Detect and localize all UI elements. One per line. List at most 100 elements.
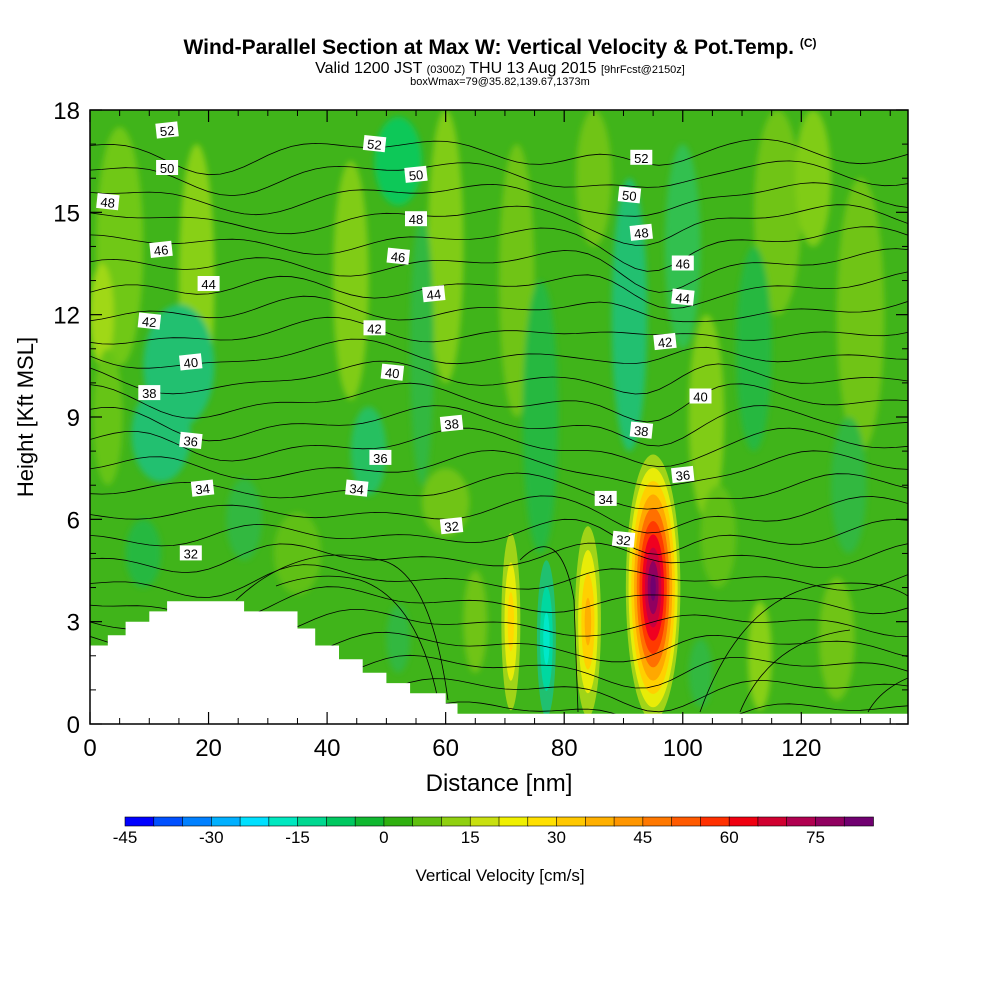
contour-label-text: 48 xyxy=(100,194,116,210)
updraft-cell xyxy=(625,454,681,721)
contour-label-text: 42 xyxy=(657,334,673,350)
contour-label-box xyxy=(190,479,215,497)
contour-label: 36 xyxy=(369,449,392,466)
contour-label-text: 34 xyxy=(598,492,612,507)
subtitle-date: THU 13 Aug 2015 xyxy=(469,60,597,77)
colorbar-swatch xyxy=(211,816,241,827)
colorbar-swatch xyxy=(527,816,558,827)
contour-label-text: 46 xyxy=(676,257,690,272)
x-tick-label: 60 xyxy=(432,735,459,762)
theta-contour-line xyxy=(235,554,449,701)
theta-contour-line xyxy=(90,472,908,510)
colorbar-tick-label: 0 xyxy=(379,828,388,847)
y-tick-label: 12 xyxy=(53,303,80,330)
contour-label: 52 xyxy=(155,121,179,139)
contour-label-text: 44 xyxy=(426,286,442,302)
contour-label-box xyxy=(689,388,712,404)
contour-label: 44 xyxy=(422,285,446,303)
colorbar-swatch xyxy=(297,816,328,827)
contour-label-text: 46 xyxy=(153,242,169,258)
contour-label-text: 46 xyxy=(390,249,406,265)
contour-label-text: 36 xyxy=(675,467,691,483)
colorbar-tick-label: 75 xyxy=(806,828,825,847)
contour-label-text: 36 xyxy=(183,433,199,449)
contour-label-text: 32 xyxy=(184,546,198,561)
contour-label: 50 xyxy=(156,160,179,176)
colorbar-swatch xyxy=(441,816,472,827)
colorbar-swatch xyxy=(585,816,615,827)
contour-label: 52 xyxy=(630,149,653,166)
colorbar: -45 -30 -15 0 15 30 45 60 75 xyxy=(113,816,874,847)
contour-label: 40 xyxy=(179,353,203,371)
contour-label-box xyxy=(155,121,179,139)
colorbar-swatch xyxy=(354,816,385,827)
contour-label: 32 xyxy=(179,545,202,561)
theta-contour-line xyxy=(90,360,908,395)
colorbar-swatch xyxy=(124,816,155,827)
contour-label-text: 44 xyxy=(675,290,691,306)
contour-label-box xyxy=(369,449,392,465)
field-patches xyxy=(90,110,885,711)
x-tick-label: 80 xyxy=(551,735,578,762)
theta-contour-line xyxy=(90,271,908,310)
contour-label-box xyxy=(197,276,220,291)
contour-label-box xyxy=(629,421,654,439)
contour-label: 42 xyxy=(137,312,162,330)
updraft-cell xyxy=(574,526,601,718)
contour-label: 36 xyxy=(671,465,695,484)
colorbar-label: Vertical Velocity [cm/s] xyxy=(415,866,584,885)
contour-label-box xyxy=(404,165,428,183)
theta-contour-line xyxy=(90,405,908,447)
contour-label-text: 44 xyxy=(201,277,215,292)
colorbar-swatch xyxy=(268,816,299,827)
chart-subtitle: Valid 1200 JST (0300Z) THU 13 Aug 2015 [… xyxy=(0,60,1000,78)
terrain-mask xyxy=(90,601,908,724)
theta-contour-line xyxy=(699,582,908,713)
contour-label-text: 32 xyxy=(444,518,460,534)
y-tick-label: 0 xyxy=(67,712,80,739)
theta-contour-line xyxy=(867,677,908,713)
plot-area xyxy=(90,110,908,724)
contour-label-text: 50 xyxy=(408,167,424,183)
contour-label-box xyxy=(629,223,653,241)
theta-contour-line xyxy=(90,450,908,487)
contour-label: 46 xyxy=(149,240,173,259)
contour-label: 34 xyxy=(190,479,215,497)
colorbar-swatch xyxy=(326,816,356,827)
contour-label-box xyxy=(671,255,694,271)
contour-label-box xyxy=(179,431,203,450)
contour-label: 44 xyxy=(197,276,220,292)
contour-label: 48 xyxy=(629,223,653,242)
updraft-cell xyxy=(501,532,521,711)
colorbar-swatch xyxy=(182,816,213,827)
contour-label-text: 34 xyxy=(195,481,211,497)
theta-contour-line xyxy=(90,316,908,345)
contour-label-text: 38 xyxy=(633,423,649,439)
contour-label-box xyxy=(422,285,446,303)
terrain xyxy=(90,601,908,724)
theta-contour-line xyxy=(739,629,851,713)
contour-label-text: 48 xyxy=(633,225,649,241)
colorbar-swatch xyxy=(815,816,846,827)
theta-contour-line xyxy=(90,564,908,598)
contour-label-box xyxy=(653,332,677,351)
theta-contour-line xyxy=(90,248,908,293)
theta-contour-line xyxy=(90,182,908,217)
contour-label-box xyxy=(617,186,642,204)
contour-label: 38 xyxy=(629,421,654,439)
contour-label: 48 xyxy=(405,211,427,227)
chart-title-text: Wind-Parallel Section at Max W: Vertical… xyxy=(183,36,794,59)
contour-label-text: 32 xyxy=(615,532,631,548)
theta-contour-line xyxy=(90,495,908,534)
colorbar-tick-label: 15 xyxy=(461,828,480,847)
theta-contour-line xyxy=(519,546,579,713)
colorbar-swatch xyxy=(383,816,414,827)
y-tick-label: 18 xyxy=(53,98,80,125)
contour-label-text: 52 xyxy=(159,123,175,139)
colorbar-swatch xyxy=(412,816,443,827)
colorbar-swatch xyxy=(786,816,817,827)
y-axis-label: Height [Kft MSL] xyxy=(13,337,38,497)
y-tick-label: 6 xyxy=(67,507,80,534)
contour-label-box xyxy=(439,517,464,535)
